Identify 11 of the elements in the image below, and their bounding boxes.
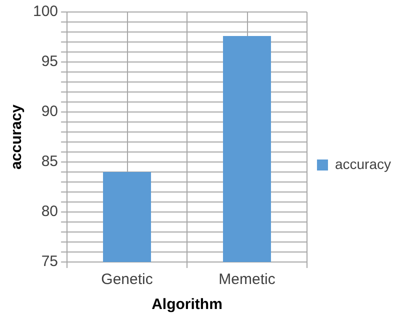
legend-label: accuracy	[334, 156, 392, 172]
y-tick-label: 80	[41, 203, 58, 220]
x-axis-title: Algorithm	[152, 296, 222, 314]
x-tick-label: Genetic	[101, 271, 154, 288]
y-tick-label: 100	[32, 3, 58, 20]
y-tick-label: 90	[41, 103, 58, 120]
y-tick-label: 85	[41, 153, 58, 170]
y-axis-title: accuracy	[8, 104, 26, 170]
x-tick-label: Memetic	[218, 271, 276, 288]
y-tick-label: 95	[41, 53, 58, 70]
y-tick-label: 75	[41, 253, 58, 270]
